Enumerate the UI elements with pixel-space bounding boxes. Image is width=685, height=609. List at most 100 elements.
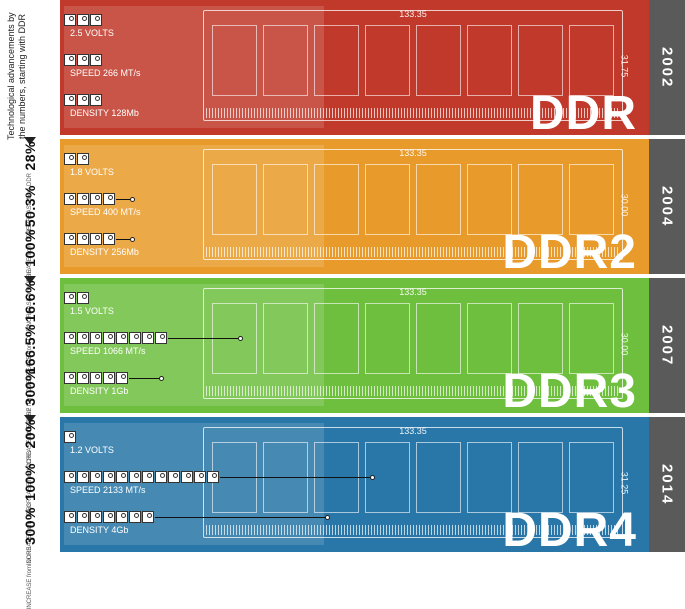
bar-unit [142,332,154,344]
generation-name: DDR [530,86,637,141]
bar-unit [103,471,115,483]
delta-pct: 50.3% [22,185,38,227]
bar-unit [103,233,115,245]
bar-unit [77,54,89,66]
delta-pct: 20% [22,419,38,449]
bar-unit [64,193,76,205]
spec-density-label: DENSITY 256Mb [70,247,139,257]
bar-unit [90,14,102,26]
spec-box: 1.2 VOLTS SPEED 2133 MT/s DENSITY 4Gb [64,423,324,545]
bar-unit [64,292,76,304]
bar-unit [142,511,154,523]
bar-unit [77,511,89,523]
spec-speed-label: SPEED 266 MT/s [70,68,141,78]
spec-box: 1.5 VOLTS SPEED 1066 MT/s DENSITY 1Gb [64,284,324,406]
spec-volts-label: 2.5 VOLTS [70,28,114,38]
spec-speed: SPEED 2133 MT/s [64,471,375,495]
bar-unit [64,372,76,384]
generation-row: 133.35 31.75 2.5 VOLTS SPEED 266 MT/s DE… [60,0,649,135]
delta-stat: 300% INCREASE from DDR3 [4,507,56,609]
dim-height: 31.25 [620,471,630,494]
bar-unit [90,54,102,66]
bar-unit [77,332,89,344]
spec-volts-label: 1.8 VOLTS [70,167,114,177]
generation-name: DDR3 [502,364,637,419]
bar-unit [103,193,115,205]
spec-box: 1.8 VOLTS SPEED 400 MT/s DENSITY 256Mb [64,145,324,267]
year-label: 2007 [649,278,685,413]
generation-row: 133.35 30.00 1.5 VOLTS SPEED 1066 MT/s D… [60,278,649,413]
spec-density-label: DENSITY 128Mb [70,108,139,118]
generation-row: 133.35 30.00 1.8 VOLTS SPEED 400 MT/s DE… [60,139,649,274]
year-label: 2004 [649,139,685,274]
bar-unit [116,471,128,483]
spec-speed-label: SPEED 2133 MT/s [70,485,375,495]
chip [416,25,461,96]
bar-unit [155,471,167,483]
bar-unit [116,511,128,523]
delta-pct: 100% [22,229,38,267]
spec-density: DENSITY 256Mb [64,233,139,257]
generation-row: 133.35 31.25 1.2 VOLTS SPEED 2133 MT/s D… [60,417,649,552]
spec-speed-label: SPEED 1066 MT/s [70,346,243,356]
spec-density: DENSITY 128Mb [64,94,139,118]
bar-unit [77,193,89,205]
delta-pct: 16.6% [22,280,38,322]
dim-height: 30.00 [620,332,630,355]
bar-unit [64,332,76,344]
generation-name: DDR4 [502,503,637,558]
bar-unit [207,471,219,483]
bar-unit [64,511,76,523]
year-label: 2014 [649,417,685,552]
spec-density: DENSITY 1Gb [64,372,164,396]
bar-unit [168,471,180,483]
spec-speed: SPEED 266 MT/s [64,54,141,78]
bar-unit [142,471,154,483]
bar-unit [64,431,76,443]
bar-unit [64,153,76,165]
spec-density: DENSITY 4Gb [64,511,330,535]
bar-unit [194,471,206,483]
chip [416,164,461,235]
bar-unit [116,372,128,384]
delta-pct: 28% [22,141,38,171]
bar-unit [77,292,89,304]
bar-unit [129,332,141,344]
bar-unit [90,471,102,483]
delta-pct: 300% [22,368,38,406]
infographic-canvas: Technological advancements by the number… [0,0,685,558]
bar-unit [77,233,89,245]
bar-unit [90,332,102,344]
bar-unit [116,332,128,344]
bar-unit [155,332,167,344]
spec-volts-label: 1.5 VOLTS [70,306,114,316]
bar-unit [90,193,102,205]
spec-volts: 2.5 VOLTS [64,14,114,38]
chip [416,303,461,374]
bar-unit [64,94,76,106]
bar-unit [77,471,89,483]
bar-unit [90,233,102,245]
chip [365,303,410,374]
bar-unit [90,511,102,523]
delta-note: INCREASE from DDR3 [27,547,34,609]
spec-volts-label: 1.2 VOLTS [70,445,114,455]
bar-unit [64,233,76,245]
delta-pct: 100% [22,463,38,501]
bar-unit [64,471,76,483]
spec-volts: 1.2 VOLTS [64,431,114,455]
chip [365,164,410,235]
bar-unit [129,511,141,523]
spec-speed: SPEED 1066 MT/s [64,332,243,356]
spec-volts: 1.8 VOLTS [64,153,114,177]
spec-volts: 1.5 VOLTS [64,292,114,316]
spec-speed: SPEED 400 MT/s [64,193,141,217]
bar-unit [90,94,102,106]
bar-unit [64,14,76,26]
delta-pct: 300% [22,507,38,545]
bar-unit [103,332,115,344]
bar-unit [77,14,89,26]
bar-unit [129,471,141,483]
bar-unit [77,153,89,165]
year-rail: 2002200420072014 [649,0,685,558]
